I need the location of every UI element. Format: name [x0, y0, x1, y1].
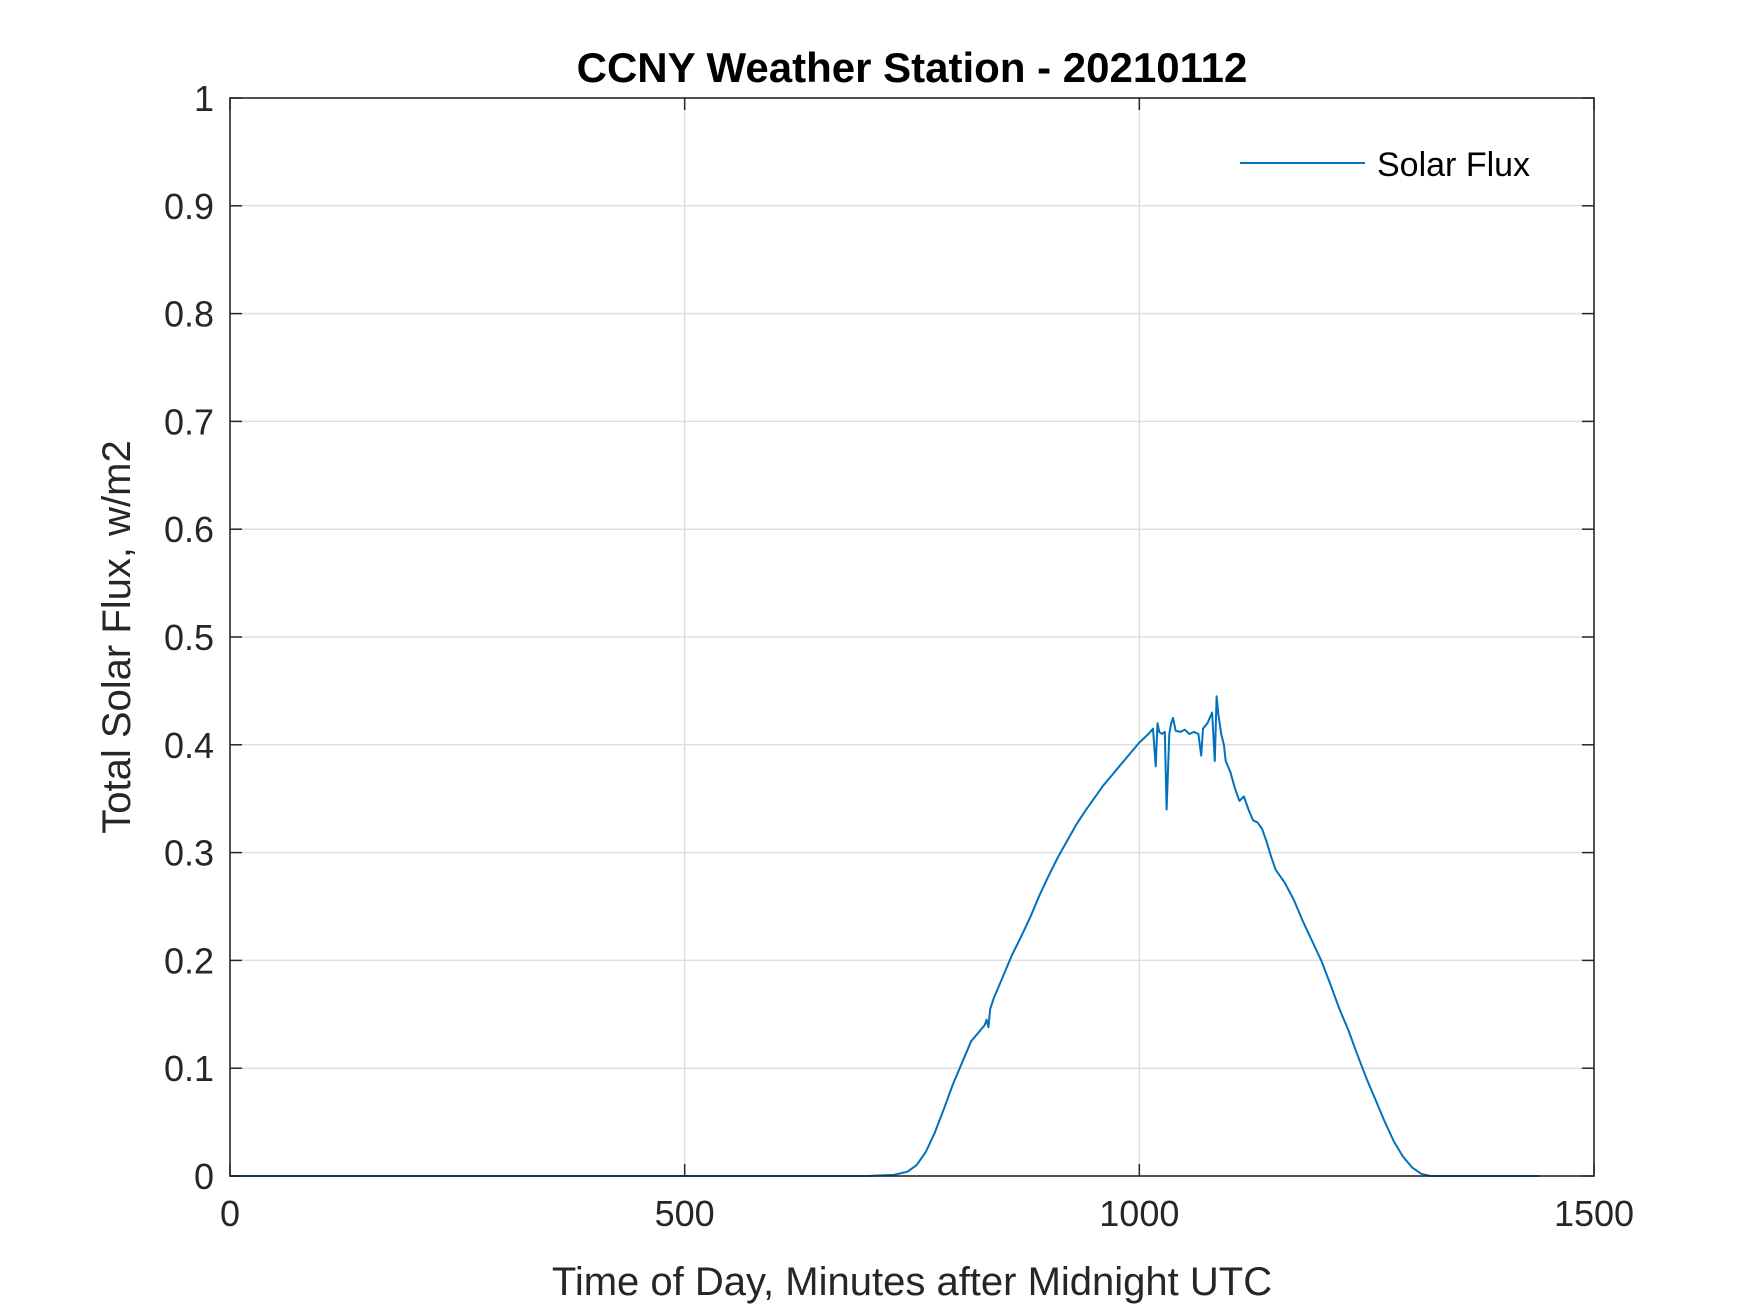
- y-tick-label: 0.3: [164, 833, 214, 874]
- series-layer: [230, 695, 1540, 1177]
- y-tick-label: 0.8: [164, 294, 214, 335]
- label-layer: 0 500 1000 1500 0 0.1 0.2 0.3 0.4 0.5 0.6 0.7 0.8 0.9…: [164, 78, 1634, 1234]
- y-axis-label: Total Solar Flux, w/m2: [95, 440, 139, 833]
- y-tick-label: 0.2: [164, 940, 214, 981]
- legend: Solar Flux: [1240, 146, 1530, 184]
- y-tick-label: 1: [194, 78, 214, 119]
- series-line-solar-flux: [230, 695, 1540, 1177]
- y-tick-label: 0.9: [164, 186, 214, 227]
- y-tick-label: 0.4: [164, 725, 214, 766]
- x-axis-label: Time of Day, Minutes after Midnight UTC: [552, 1260, 1272, 1304]
- chart-title: CCNY Weather Station - 20210112: [577, 44, 1248, 91]
- y-tick-label: 0: [194, 1156, 214, 1197]
- x-tick-label: 1500: [1554, 1193, 1634, 1234]
- grid-layer: [230, 98, 1594, 1176]
- tick-layer: [229, 97, 1595, 1177]
- x-tick-label: 500: [655, 1193, 715, 1234]
- y-tick-label: 0.7: [164, 401, 214, 442]
- y-tick-label: 0.6: [164, 509, 214, 550]
- legend-entry-solar-flux: Solar Flux: [1377, 146, 1530, 184]
- x-tick-label: 0: [220, 1193, 240, 1234]
- y-tick-label: 0.5: [164, 617, 214, 658]
- y-tick-label: 0.1: [164, 1048, 214, 1089]
- x-tick-label: 1000: [1099, 1193, 1179, 1234]
